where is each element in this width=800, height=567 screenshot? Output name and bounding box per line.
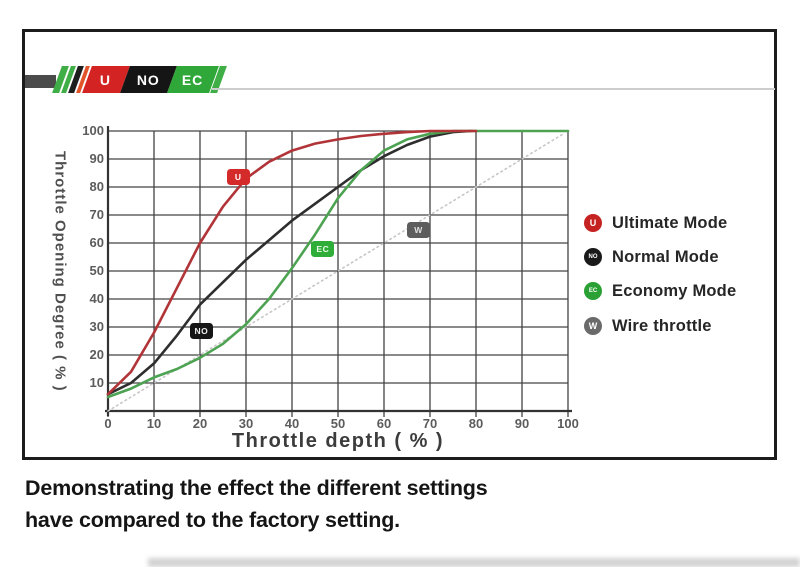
x-tick-label: 50 — [330, 416, 346, 431]
curve-wire-throttle — [107, 132, 565, 412]
x-tick-label: 90 — [514, 416, 530, 431]
y-tick-label: 80 — [89, 179, 104, 194]
y-axis-title: Throttle Opening Degree ( % ) — [51, 150, 69, 392]
y-tick-label: 100 — [82, 123, 104, 138]
logo-bar — [25, 75, 56, 88]
x-tick-label: 60 — [376, 416, 392, 431]
y-tick-label: 30 — [89, 319, 104, 334]
x-tick-label: 80 — [468, 416, 484, 431]
x-tick-label: 0 — [104, 416, 112, 431]
legend-item-wire-throttle: W Wire throttle — [584, 317, 712, 335]
caption-line-2: have compared to the factory setting. — [25, 508, 400, 532]
legend-label: Ultimate Mode — [612, 213, 728, 232]
chart-frame — [22, 29, 777, 460]
legend-label: Economy Mode — [612, 281, 737, 300]
curve-badge-wire-throttle: W — [407, 221, 430, 238]
legend-label: Wire throttle — [612, 316, 712, 335]
x-tick-label: 10 — [146, 416, 162, 431]
legend-circle-icon: EC — [584, 282, 602, 300]
curve-badge-ultimate-mode: U — [226, 169, 250, 186]
figure-caption: Demonstrating the effect the different s… — [25, 472, 488, 536]
curve-badge-economy-mode: EC — [311, 241, 335, 258]
x-tick-label: 40 — [284, 416, 300, 431]
curve-normal-mode — [106, 129, 473, 396]
x-tick-label: 30 — [238, 416, 254, 431]
legend-circle-icon: U — [584, 214, 602, 232]
brand-logo: U NO EC — [0, 0, 800, 110]
logo-badge-text: U — [100, 71, 112, 88]
x-tick-label: 100 — [557, 416, 579, 431]
logo-underline — [212, 88, 775, 90]
legend-item-normal-mode: NO Normal Mode — [584, 248, 719, 266]
curve-badge-normal-mode: NO — [189, 323, 213, 340]
y-tick-label: 60 — [89, 235, 104, 250]
logo-badge-text: NO — [137, 71, 160, 88]
legend-circle-icon: W — [584, 317, 602, 335]
legend-item-economy-mode: EC Economy Mode — [584, 282, 736, 300]
y-tick-label: 50 — [89, 263, 104, 278]
x-tick-label: 70 — [422, 416, 438, 431]
x-tick-label: 20 — [192, 416, 208, 431]
y-tick-label: 40 — [89, 291, 104, 306]
plot-svg — [105, 126, 572, 417]
caption-line-1: Demonstrating the effect the different s… — [25, 476, 488, 500]
y-tick-label: 90 — [89, 151, 104, 166]
logo-badge-text: EC — [182, 71, 204, 88]
curve-ultimate-mode — [106, 129, 478, 396]
legend-item-ultimate-mode: U Ultimate Mode — [584, 214, 727, 232]
y-tick-label: 70 — [89, 207, 104, 222]
x-axis-title: Throttle depth ( % ) — [231, 430, 445, 452]
curve-economy-mode — [106, 129, 570, 399]
y-tick-label: 10 — [89, 375, 104, 390]
bottom-crop-artifact — [148, 558, 800, 567]
legend-label: Normal Mode — [612, 247, 719, 266]
legend-circle-icon: NO — [584, 248, 602, 266]
y-tick-label: 20 — [89, 347, 104, 362]
